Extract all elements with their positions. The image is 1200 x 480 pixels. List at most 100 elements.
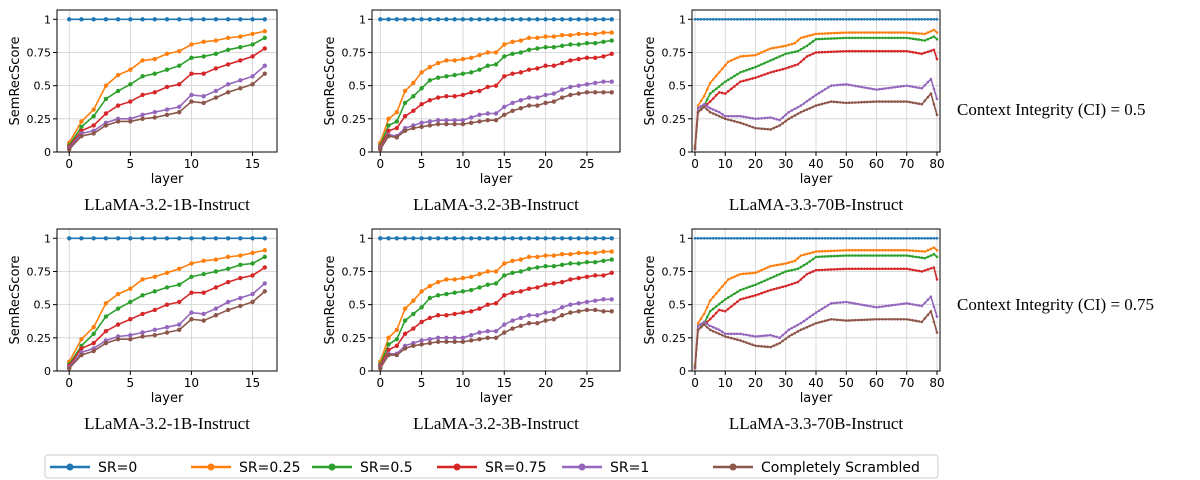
data-point (748, 334, 751, 337)
data-point (394, 236, 399, 241)
y-tick-label: 0.5 (669, 80, 687, 93)
data-point (469, 120, 474, 126)
data-point (917, 86, 921, 90)
data-point (402, 88, 408, 94)
data-point (917, 32, 921, 35)
data-point (817, 103, 821, 107)
data-point (778, 118, 782, 122)
data-point (754, 283, 757, 287)
data-point (593, 31, 598, 37)
data-point (477, 67, 482, 72)
data-point (775, 343, 778, 346)
data-point (115, 103, 121, 108)
data-point (929, 77, 933, 81)
data-point (757, 270, 760, 273)
data-point (609, 249, 614, 254)
data-point (140, 293, 145, 298)
data-point (238, 58, 243, 63)
data-point (881, 254, 884, 257)
data-point (820, 32, 824, 35)
data-point (923, 51, 927, 55)
series-sr-0-75 (693, 48, 939, 150)
data-point (177, 266, 182, 272)
data-point (917, 102, 921, 105)
x-axis-label: layer (800, 172, 833, 187)
data-point (787, 51, 791, 55)
data-point (775, 69, 778, 73)
data-point (730, 114, 733, 118)
data-point (875, 267, 878, 271)
data-point (808, 259, 812, 263)
data-point (201, 39, 206, 45)
data-point (225, 82, 231, 87)
data-point (905, 100, 909, 103)
data-point (711, 17, 715, 21)
data-point (805, 325, 809, 329)
data-point (720, 300, 724, 304)
data-point (808, 97, 812, 101)
data-point (926, 80, 930, 84)
data-point (394, 343, 399, 348)
data-point (863, 86, 866, 89)
data-point (730, 76, 733, 80)
data-point (510, 318, 515, 323)
data-point (720, 82, 724, 86)
data-point (781, 271, 785, 275)
data-point (850, 101, 854, 104)
data-point (79, 236, 84, 241)
data-point (91, 17, 96, 22)
data-point (802, 57, 806, 61)
data-point (452, 339, 457, 344)
data-point (733, 302, 736, 306)
data-point (493, 62, 499, 67)
data-point (932, 246, 936, 249)
data-point (510, 71, 515, 76)
x-tick-label: 0 (376, 157, 384, 171)
data-point (720, 333, 724, 337)
data-point (526, 321, 532, 326)
data-point (872, 248, 875, 252)
data-point (460, 92, 466, 98)
data-point (726, 118, 730, 121)
data-point (829, 317, 833, 321)
data-point (79, 133, 84, 139)
data-point (757, 117, 760, 120)
data-point (717, 71, 721, 74)
data-point (518, 257, 523, 262)
data-point (225, 47, 231, 53)
data-point (805, 317, 809, 321)
data-point (766, 334, 769, 337)
data-point (745, 236, 748, 240)
data-point (917, 249, 921, 253)
data-point (394, 327, 399, 333)
data-point (705, 104, 709, 108)
data-point (911, 85, 915, 89)
data-point (769, 71, 772, 74)
data-point (911, 37, 915, 41)
data-point (427, 98, 433, 103)
data-point (177, 322, 182, 327)
data-point (881, 49, 884, 53)
data-point (917, 304, 921, 307)
data-point (711, 236, 715, 240)
data-point (872, 267, 875, 271)
data-point (769, 17, 772, 21)
data-point (790, 333, 794, 337)
data-point (411, 94, 416, 99)
data-point (784, 44, 788, 48)
x-tick-label: 20 (748, 157, 763, 171)
x-tick-label: 0 (65, 376, 73, 390)
x-axis-label: layer (800, 391, 833, 406)
data-point (543, 236, 548, 241)
data-point (820, 89, 824, 93)
x-tick-label: 15 (497, 157, 512, 171)
y-tick-label: 0.75 (342, 265, 367, 278)
data-point (745, 17, 748, 21)
data-point (411, 311, 416, 317)
x-tick-label: 40 (808, 157, 823, 171)
series-sr-1 (378, 79, 614, 151)
data-point (238, 78, 243, 83)
data-point (778, 68, 782, 72)
data-point (559, 17, 565, 22)
